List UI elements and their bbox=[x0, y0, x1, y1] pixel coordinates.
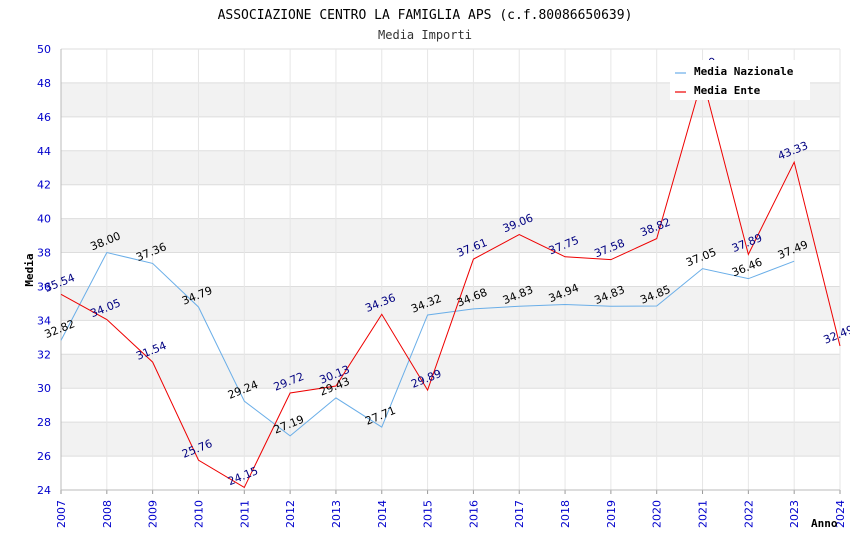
x-tick-label: 2019 bbox=[605, 500, 618, 528]
x-tick-label: 2010 bbox=[192, 500, 205, 528]
legend-label-ente: Media Ente bbox=[694, 84, 761, 97]
x-tick-label: 2015 bbox=[422, 500, 435, 528]
series-lines bbox=[60, 76, 841, 489]
x-tick-labels: 2007 2008 2009 2010 2011 2012 2013 2014 2015 2016… bbox=[55, 500, 847, 528]
chart-title: ASSOCIAZIONE CENTRO LA FAMIGLIA APS (c.f… bbox=[218, 8, 633, 23]
x-tick-label: 2018 bbox=[559, 500, 572, 528]
y-tick-label: 36 bbox=[37, 280, 51, 293]
grid-band bbox=[61, 422, 840, 457]
y-tick-label: 30 bbox=[37, 382, 51, 395]
x-tick-label: 2011 bbox=[238, 500, 251, 528]
y-tick-label: 38 bbox=[37, 247, 51, 260]
x-tick-label: 2023 bbox=[788, 500, 801, 528]
grid-band bbox=[61, 354, 840, 389]
x-tick-label: 2014 bbox=[376, 500, 389, 528]
x-tick-label: 2008 bbox=[101, 500, 114, 528]
x-tick-label: 2020 bbox=[651, 500, 664, 528]
y-tick-label: 26 bbox=[37, 450, 51, 463]
y-tick-label: 32 bbox=[37, 348, 51, 361]
x-tick-label: 2024 bbox=[834, 500, 847, 528]
x-tick-label: 2012 bbox=[284, 500, 297, 528]
legend: Media Nazionale Media Ente bbox=[670, 60, 810, 100]
y-tick-label: 42 bbox=[37, 179, 51, 192]
chart-subtitle: Media Importi bbox=[378, 28, 472, 42]
legend-label-nazionale: Media Nazionale bbox=[694, 65, 794, 78]
series-line-nazionale bbox=[60, 251, 795, 437]
grid-band bbox=[61, 218, 840, 253]
y-axis-title: Media bbox=[23, 253, 36, 286]
x-tick-label: 2009 bbox=[147, 500, 160, 528]
y-tick-label: 48 bbox=[37, 77, 51, 90]
y-tick-label: 50 bbox=[37, 43, 51, 56]
x-tick-label: 2013 bbox=[330, 500, 343, 528]
background-bands bbox=[61, 82, 840, 457]
grid-band bbox=[61, 150, 840, 185]
y-tick-labels: 24 26 28 30 32 34 36 38 40 42 44 46 48 50 bbox=[37, 43, 51, 497]
y-tick-label: 44 bbox=[37, 145, 51, 158]
data-label-ente: 24.15 bbox=[226, 464, 260, 488]
axes bbox=[60, 49, 841, 494]
x-tick-label: 2016 bbox=[467, 500, 480, 528]
y-tick-label: 40 bbox=[37, 213, 51, 226]
x-axis-title: Anno bbox=[811, 517, 838, 530]
series-line-ente bbox=[60, 76, 841, 489]
x-tick-label: 2007 bbox=[55, 500, 68, 528]
legend-box bbox=[670, 60, 810, 100]
data-label-nazionale: 36.46 bbox=[730, 255, 764, 279]
data-label-ente: 32.49 bbox=[822, 323, 850, 347]
grid-band bbox=[61, 286, 840, 321]
y-tick-label: 28 bbox=[37, 416, 51, 429]
gridlines bbox=[60, 48, 841, 491]
x-tick-label: 2022 bbox=[742, 500, 755, 528]
x-tick-label: 2017 bbox=[513, 500, 526, 528]
y-tick-label: 46 bbox=[37, 111, 51, 124]
y-tick-label: 24 bbox=[37, 484, 51, 497]
x-tick-label: 2021 bbox=[697, 500, 710, 528]
y-tick-label: 34 bbox=[37, 314, 51, 327]
